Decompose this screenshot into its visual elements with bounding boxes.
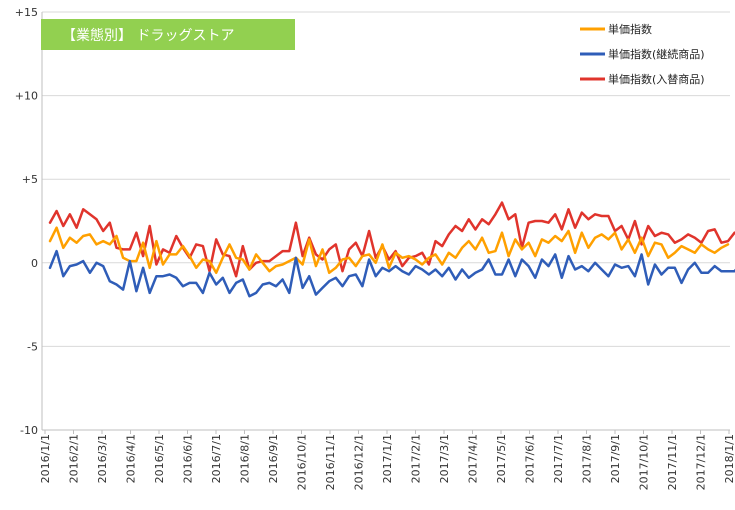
chart-title: 【業態別】 ドラッグストア xyxy=(62,28,234,44)
x-tick-label: 2017/8/1 xyxy=(581,434,594,483)
x-tick-label: 2017/1/1 xyxy=(381,434,394,483)
series-line-1 xyxy=(48,249,735,298)
x-tick-label: 2016/6/1 xyxy=(182,434,195,483)
x-tick-label: 2018/1/1 xyxy=(723,434,735,483)
x-tick-label: 2016/4/1 xyxy=(125,434,138,483)
x-tick-label: 2016/7/1 xyxy=(210,434,223,483)
x-tick-label: 2017/2/1 xyxy=(410,434,423,483)
legend-entry-label: 単価指数(入替商品) xyxy=(608,72,705,86)
x-tick-label: 2016/11/1 xyxy=(324,434,337,490)
y-tick-label: 0 xyxy=(31,257,38,270)
x-tick-label: 2017/9/1 xyxy=(609,434,622,483)
x-tick-label: 2017/4/1 xyxy=(467,434,480,483)
series-line-2 xyxy=(48,201,735,278)
x-tick-label: 2017/3/1 xyxy=(438,434,451,483)
y-tick-label: +15 xyxy=(15,6,38,19)
x-tick-label: 2016/2/1 xyxy=(68,434,81,483)
series-lines xyxy=(48,201,735,298)
chart-title-box: 【業態別】 ドラッグストア xyxy=(41,19,295,50)
x-tick-label: 2016/9/1 xyxy=(267,434,280,483)
x-tick-label: 2016/5/1 xyxy=(153,434,166,483)
x-tick-label: 2017/10/1 xyxy=(638,434,651,490)
x-tick-label: 2016/8/1 xyxy=(239,434,252,483)
x-tick-label: 2017/12/1 xyxy=(695,434,708,490)
x-tick-label: 2016/10/1 xyxy=(296,434,309,490)
x-tick-label: 2016/3/1 xyxy=(96,434,109,483)
y-tick-label: -10 xyxy=(20,424,38,437)
y-tick-label: +5 xyxy=(22,173,38,186)
x-tick-label: 2016/1/1 xyxy=(39,434,52,483)
chart-title-background xyxy=(41,19,295,50)
legend-entry-label: 単価指数(継続商品) xyxy=(608,47,705,61)
x-axis: 2016/1/1 2016/2/1 2016/3/1 2016/4/1 2016/5/1… xyxy=(39,429,735,490)
y-axis: +15 +10 +5 0 -5 -10 xyxy=(15,6,43,437)
x-tick-label: 2017/7/1 xyxy=(552,434,565,483)
x-tick-label: 2017/5/1 xyxy=(495,434,508,483)
x-tick-label: 2017/11/1 xyxy=(666,434,679,490)
series-line-0 xyxy=(48,226,730,275)
legend-entry-label: 単価指数 xyxy=(608,22,652,36)
x-tick-label: 2017/6/1 xyxy=(524,434,537,483)
x-tick-label: 2016/12/1 xyxy=(353,434,366,490)
y-tick-label: -5 xyxy=(27,340,38,353)
y-tick-label: +10 xyxy=(15,90,38,103)
